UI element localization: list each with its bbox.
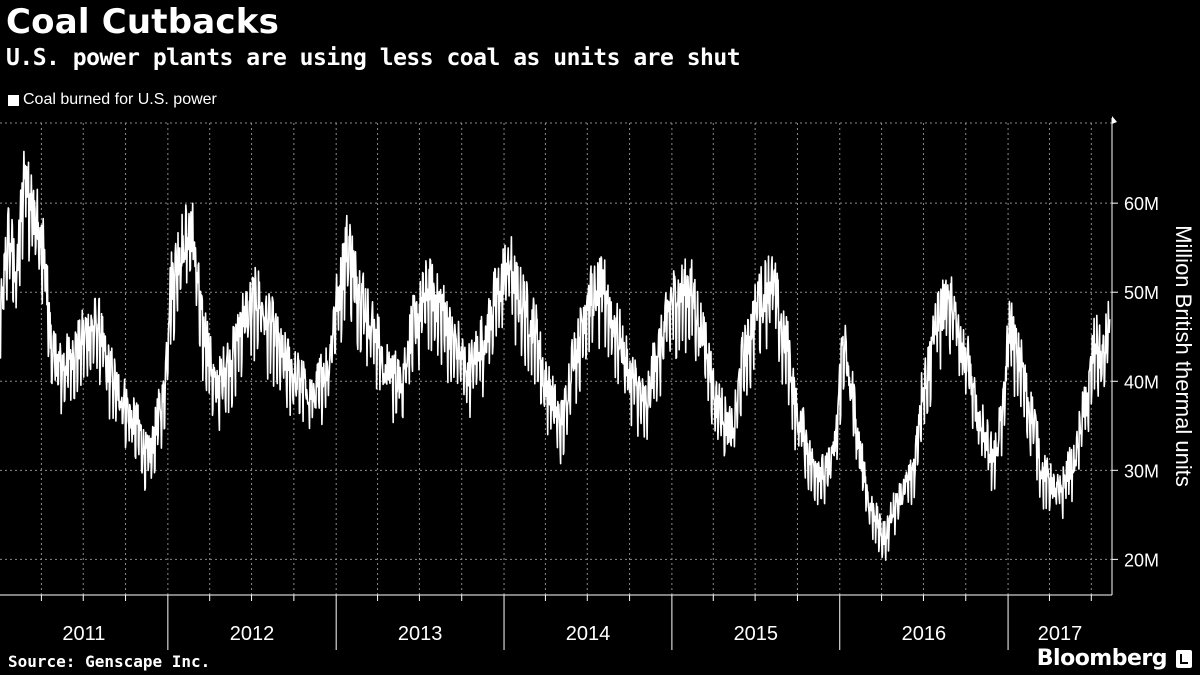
brand-logo: Bloomberg bbox=[1036, 646, 1168, 671]
chart-title: Coal Cutbacks bbox=[6, 2, 280, 42]
y-tick-label: 20M bbox=[1124, 550, 1159, 570]
legend: Coal burned for U.S. power bbox=[8, 91, 217, 109]
y-tick-label: 40M bbox=[1124, 372, 1159, 392]
y-tick-label: 30M bbox=[1124, 461, 1159, 481]
x-tick-label: 2014 bbox=[566, 623, 611, 645]
y-axis-title: Million British thermal units bbox=[1171, 225, 1196, 487]
x-tick-label: 2017 bbox=[1038, 623, 1083, 645]
y-axis-arrow bbox=[1112, 116, 1117, 124]
chart-subtitle: U.S. power plants are using less coal as… bbox=[6, 45, 741, 71]
x-tick-label: 2013 bbox=[398, 623, 443, 645]
chart-icon[interactable] bbox=[1176, 650, 1192, 668]
series-layer bbox=[0, 150, 1111, 561]
y-tick-label: 50M bbox=[1124, 283, 1159, 303]
legend-label: Coal burned for U.S. power bbox=[23, 91, 217, 108]
x-tick-label: 2011 bbox=[62, 623, 105, 645]
axis-layer: 20M 30M 40M 50M 60M Million British thermal u… bbox=[0, 116, 1196, 650]
legend-swatch bbox=[8, 94, 19, 106]
x-tick-label: 2016 bbox=[902, 623, 947, 645]
source-note: Source: Genscape Inc. bbox=[8, 652, 211, 671]
series-line-coal-burned bbox=[0, 150, 1111, 561]
x-tick-label: 2012 bbox=[230, 623, 275, 645]
y-tick-label: 60M bbox=[1124, 194, 1159, 214]
x-tick-label: 2015 bbox=[734, 623, 779, 645]
